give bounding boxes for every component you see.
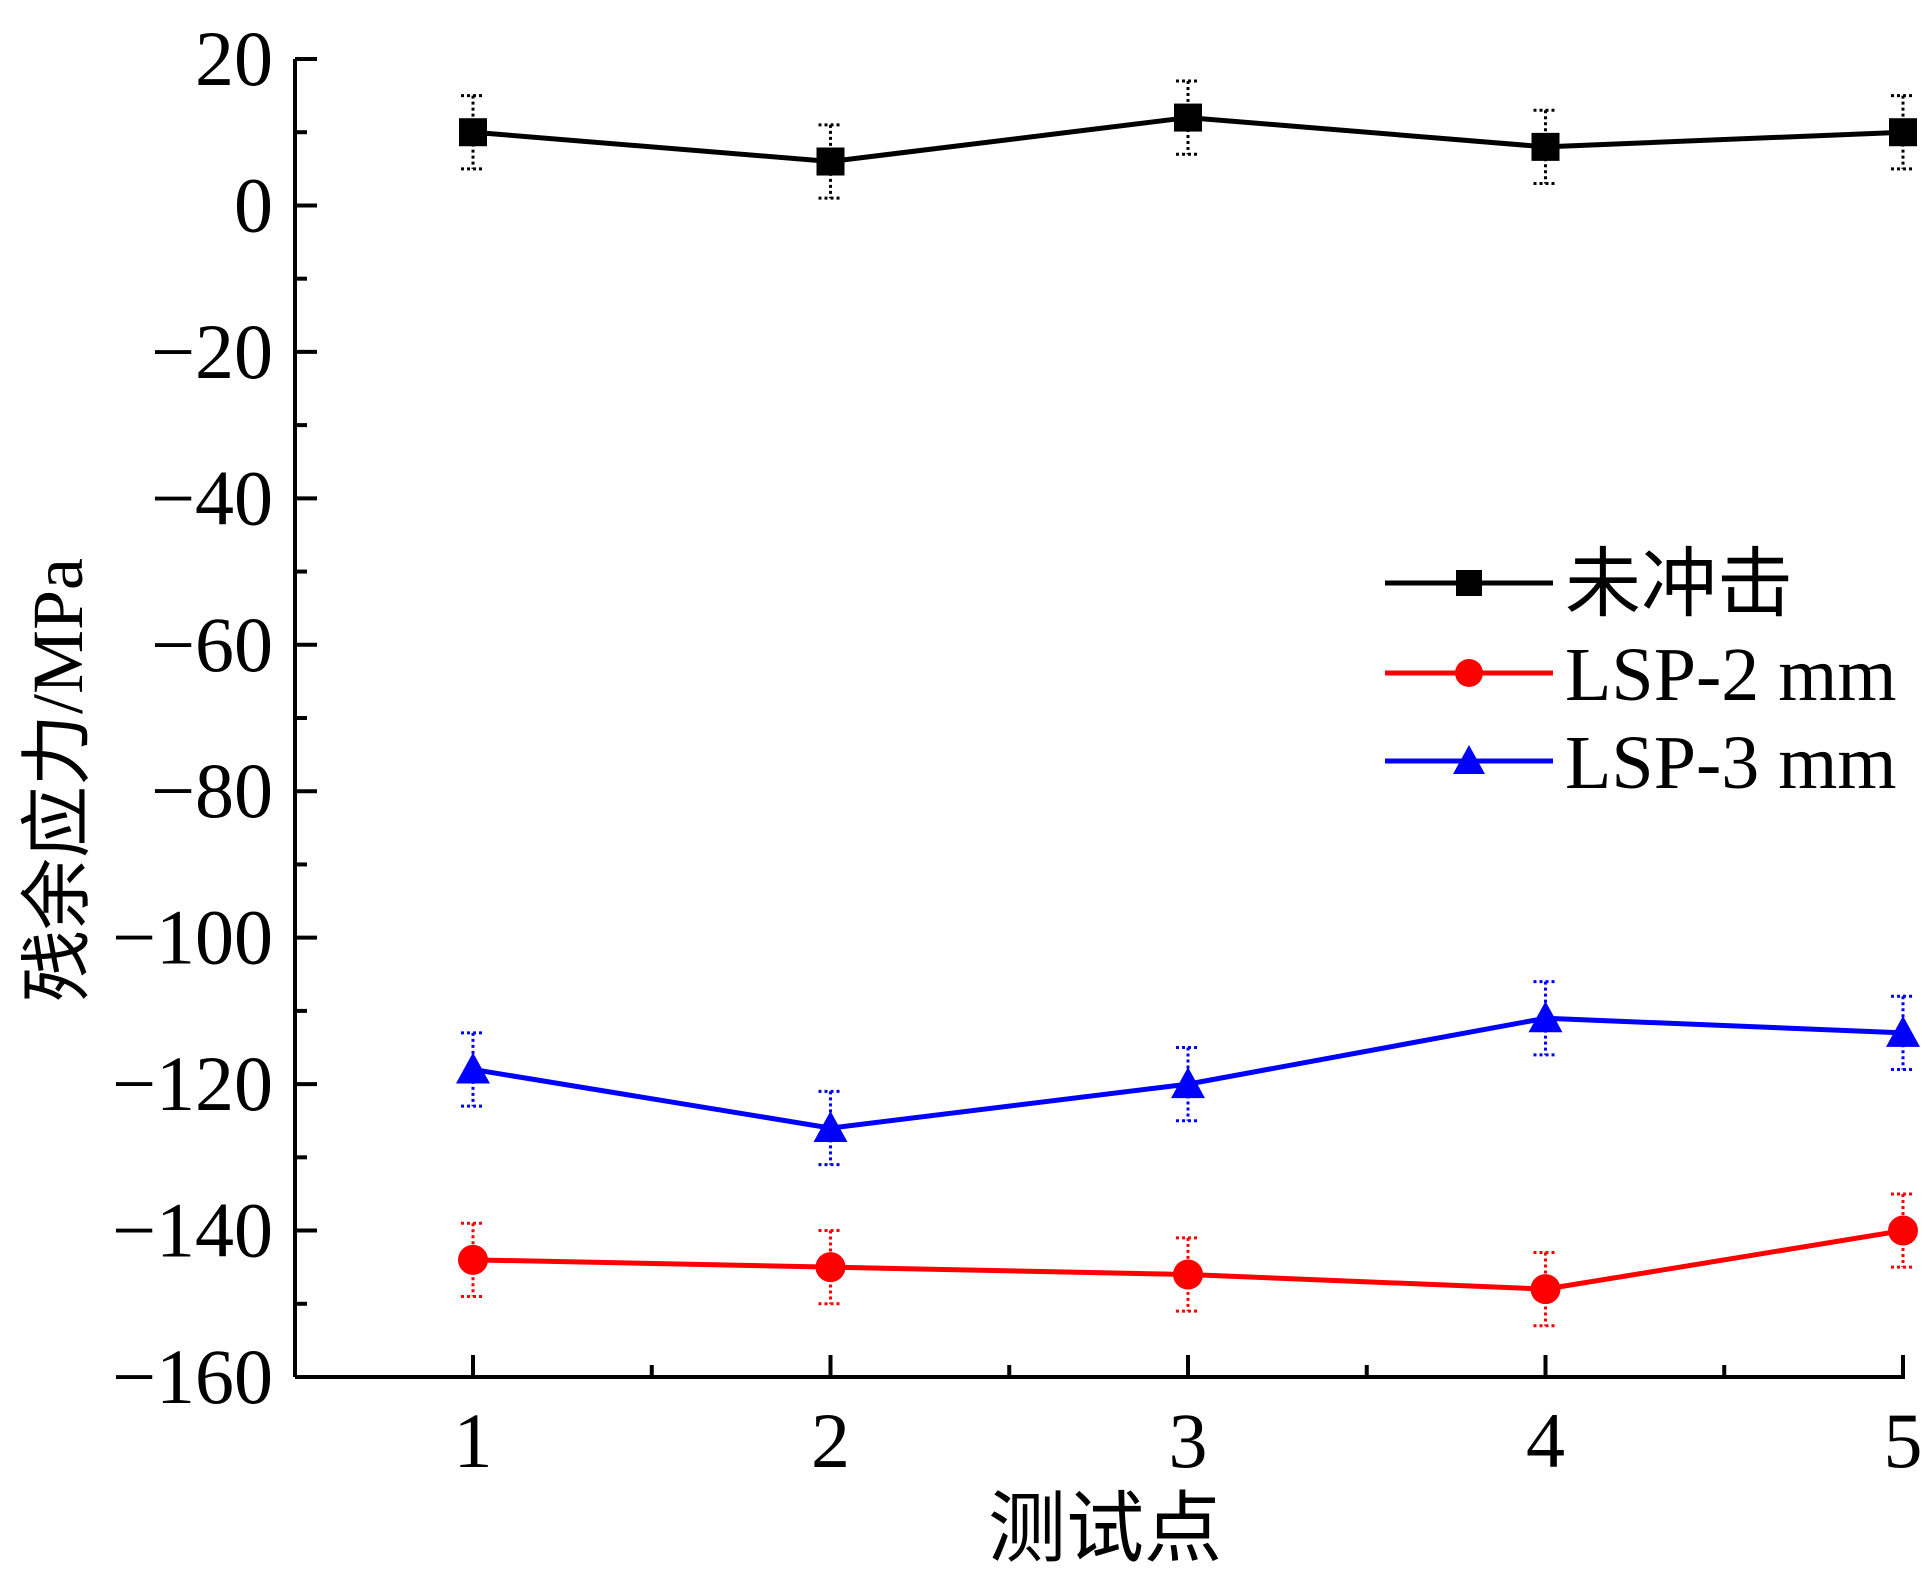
y-tick-label: −40 (151, 454, 273, 541)
marker-triangle (1886, 1015, 1920, 1047)
legend-label: LSP-2 mm (1565, 633, 1897, 717)
series-LSP-2 mm (458, 1192, 1918, 1328)
y-tick-label: 20 (195, 15, 273, 102)
series-LSP-3 mm (456, 980, 1920, 1167)
marker-triangle (1453, 745, 1485, 774)
series-未冲击 (459, 79, 1917, 200)
axes: 20 0 −20 −40 −60 −80 −100 −120 −140 −160 1 2 3 4 5 (112, 15, 1923, 1484)
x-axis-label: 测试点 (988, 1485, 1222, 1572)
marker-circle (1173, 1259, 1203, 1290)
x-tick-label: 2 (811, 1397, 850, 1484)
marker-circle (1530, 1274, 1561, 1305)
x-tick-label: 3 (1169, 1397, 1208, 1484)
marker-triangle (1528, 1001, 1563, 1033)
marker-circle (458, 1244, 488, 1275)
marker-square (816, 147, 845, 176)
y-tick-label: −100 (112, 894, 273, 981)
marker-square (459, 118, 487, 147)
y-axis-label: 残余应力/MPa (18, 558, 98, 1002)
y-tick-label: −140 (112, 1187, 273, 1274)
marker-square (1889, 118, 1917, 147)
y-tick-label: −20 (151, 308, 273, 395)
x-tick-label: 1 (454, 1397, 493, 1484)
y-tick-label: −60 (151, 601, 273, 688)
marker-square (1531, 132, 1560, 161)
series-group (456, 79, 1920, 1328)
marker-triangle (456, 1052, 490, 1084)
legend-label: 未冲击 (1565, 543, 1793, 627)
marker-square (1456, 570, 1482, 596)
marker-circle (1888, 1215, 1918, 1246)
marker-triangle (1171, 1067, 1205, 1099)
x-tick-label: 5 (1884, 1397, 1923, 1484)
y-tick-label: −160 (112, 1333, 273, 1420)
x-tick-label: 4 (1526, 1397, 1565, 1484)
marker-circle (1455, 659, 1483, 687)
legend-label: LSP-3 mm (1565, 721, 1897, 805)
legend-item: LSP-2 mm (1385, 633, 1897, 717)
legend-item: 未冲击 (1385, 543, 1793, 627)
marker-triangle (813, 1111, 848, 1143)
y-tick-label: 0 (234, 161, 273, 248)
marker-circle (815, 1252, 846, 1283)
y-tick-label: −120 (112, 1040, 273, 1127)
legend-item: LSP-3 mm (1385, 721, 1897, 805)
y-tick-label: −80 (151, 747, 273, 834)
marker-square (1174, 103, 1202, 132)
